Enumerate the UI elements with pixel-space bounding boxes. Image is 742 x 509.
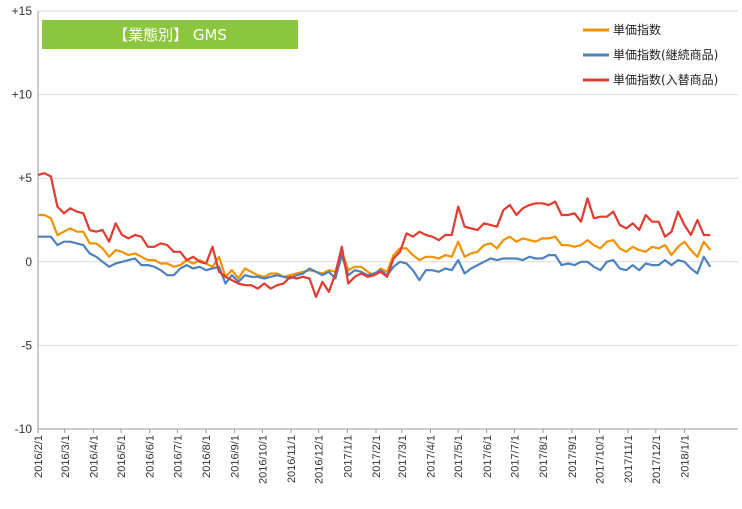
x-tick-label: 2017/11/1 xyxy=(623,435,635,483)
y-tick-label: 0 xyxy=(25,255,32,269)
title-background xyxy=(42,20,298,49)
x-tick-label: 2017/9/1 xyxy=(567,435,579,478)
x-tick-label: 2016/5/1 xyxy=(116,435,128,478)
chart-title: 【業態別】 GMS xyxy=(113,26,227,44)
x-tick-label: 2017/12/1 xyxy=(651,435,663,484)
series-line-2 xyxy=(37,172,711,298)
legend-item: 単価指数 xyxy=(583,22,661,37)
chart-title-box: 【業態別】 GMS xyxy=(42,20,298,49)
x-tick-label: 2017/4/1 xyxy=(425,435,437,478)
legend-label: 単価指数(継続商品) xyxy=(613,47,718,62)
x-tick-label: 2016/10/1 xyxy=(257,435,269,484)
x-tick-label: 2016/12/1 xyxy=(314,435,326,484)
x-tick-label: 2017/5/1 xyxy=(453,435,465,478)
x-tick-label: 2016/3/1 xyxy=(60,435,72,478)
x-tick-label: 2016/11/1 xyxy=(286,435,298,483)
legend-item: 単価指数(入替商品) xyxy=(583,72,718,87)
y-tick-label: +5 xyxy=(18,171,32,185)
legend-item: 単価指数(継続商品) xyxy=(583,47,718,62)
x-tick-label: 2017/3/1 xyxy=(397,435,409,478)
series-line-0 xyxy=(38,213,712,280)
x-tick-label: 2016/8/1 xyxy=(201,435,213,478)
y-tick-label: +15 xyxy=(12,4,33,18)
x-tick-label: 2016/6/1 xyxy=(145,435,157,478)
x-tick-label: 2017/2/1 xyxy=(371,435,383,478)
y-tick-label: -10 xyxy=(15,422,33,436)
y-tick-label: +10 xyxy=(12,88,33,102)
x-axis-ticks: 2016/2/1 2016/3/1 2016/4/1 2016/5/1 2016/6/1… xyxy=(33,429,691,484)
y-tick-label: -5 xyxy=(21,338,32,352)
legend: 単価指数 単価指数(継続商品) 単価指数(入替商品) xyxy=(583,22,718,87)
x-tick-label: 2016/2/1 xyxy=(33,435,45,478)
x-tick-label: 2016/4/1 xyxy=(88,435,100,478)
x-tick-label: 2017/8/1 xyxy=(538,435,550,478)
x-tick-label: 2017/10/1 xyxy=(594,435,606,484)
series-lines xyxy=(37,172,712,298)
x-tick-label: 2016/7/1 xyxy=(172,435,184,478)
series-line-1 xyxy=(38,235,712,285)
x-tick-label: 2017/7/1 xyxy=(510,435,522,478)
x-tick-label: 2017/1/1 xyxy=(342,435,354,478)
axes xyxy=(37,11,738,430)
x-tick-label: 2017/6/1 xyxy=(482,435,494,478)
x-tick-label: 2018/1/1 xyxy=(679,435,691,478)
y-axis-ticks: +15 +10 +5 0 -5 -10 xyxy=(12,4,33,436)
legend-label: 単価指数 xyxy=(613,22,661,37)
x-tick-label: 2016/9/1 xyxy=(230,435,242,478)
legend-label: 単価指数(入替商品) xyxy=(613,72,718,87)
